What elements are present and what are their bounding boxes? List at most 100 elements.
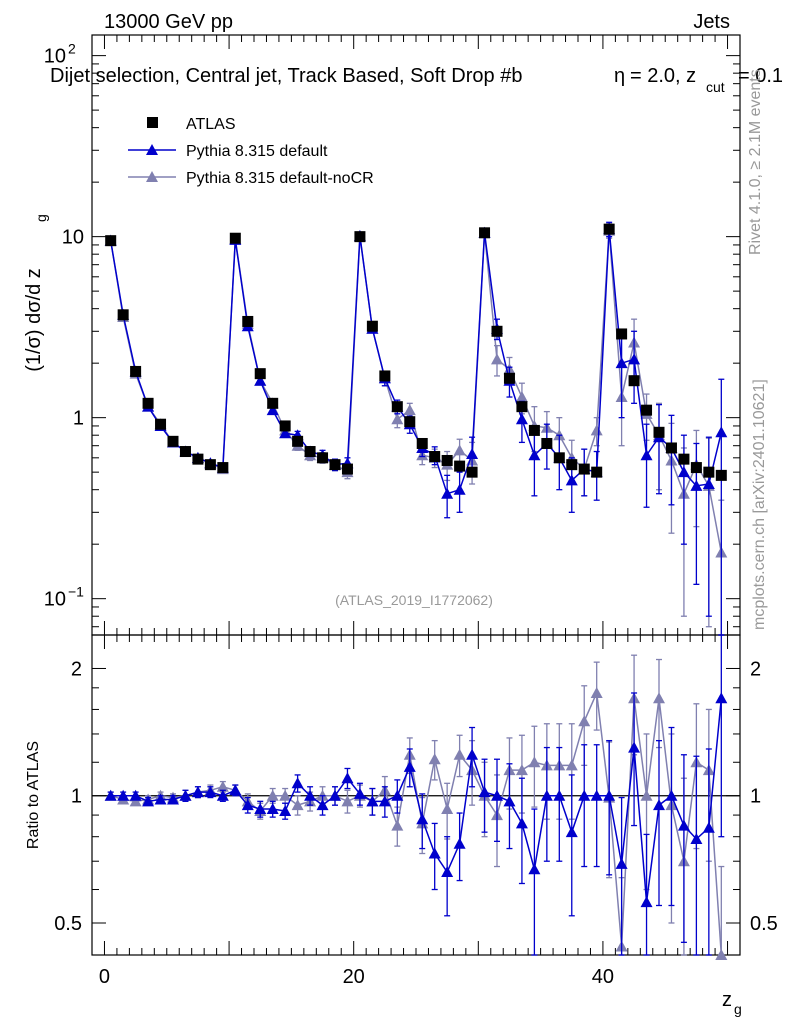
main-atlas-point [454, 460, 466, 472]
main-nocr-point [590, 424, 603, 436]
ratio-nocr-point [453, 748, 466, 760]
ratio-default-point [229, 784, 242, 796]
main-atlas-point [404, 416, 416, 428]
ratio-default-point [316, 799, 329, 811]
main-atlas-point [491, 325, 503, 337]
ratio-default-point [453, 837, 466, 849]
ratio-default-point [254, 803, 267, 815]
ratio-default-point [590, 789, 603, 801]
ratio-default-point [353, 787, 366, 799]
ratio-default-point [702, 821, 715, 833]
legend-default-label: Pythia 8.315 default [186, 143, 328, 160]
ratio-ytick-label: 1 [71, 786, 82, 808]
main-atlas-point [690, 462, 702, 474]
ratio-nocr-point [441, 803, 454, 815]
ratio-default-point [653, 799, 665, 811]
ratio-default-point [179, 789, 192, 801]
main-default-point [615, 357, 628, 369]
ratio-nocr-point [715, 949, 728, 960]
main-ytick-label: 1 [73, 408, 84, 430]
ratio-default-point [366, 795, 379, 807]
ratio-default-point [565, 826, 578, 838]
main-nocr-point [453, 444, 466, 456]
ratio-default-point [553, 789, 566, 801]
legend-nocr-marker [146, 171, 158, 182]
main-default-point [266, 404, 279, 416]
ratio-default-point [291, 777, 304, 789]
ratio-ytick-label-right: 2 [750, 658, 761, 680]
ratio-default-point [615, 857, 628, 869]
main-atlas-point [528, 424, 540, 436]
ratio-nocr-point [216, 780, 229, 792]
main-atlas-point [628, 375, 640, 387]
main-default-point [640, 449, 653, 461]
main-atlas-point [416, 437, 428, 449]
main-atlas-point [391, 401, 403, 413]
ratio-default-point [540, 789, 553, 801]
ratio-default-point [416, 813, 429, 825]
main-ylabel-sub: g [33, 214, 49, 222]
ratio-default-point [690, 833, 703, 845]
ratio-nocr-point [515, 764, 528, 776]
title-beta: η [614, 65, 625, 87]
main-default-point [279, 427, 292, 439]
ratio-default-point [191, 786, 204, 798]
main-default-point [515, 413, 528, 425]
ratio-default-point [241, 799, 254, 811]
main-atlas-point [242, 315, 254, 327]
ratio-default-point [403, 760, 416, 772]
plot-title: Dijet selection, Central jet, Track Base… [50, 65, 522, 87]
main-atlas-point [217, 462, 229, 474]
ratio-default-point [578, 789, 591, 801]
ratio-nocr-point [528, 756, 541, 768]
ratio-nocr-point [266, 789, 279, 801]
title-tail: = 2.0, z [630, 65, 696, 87]
main-default-point [254, 374, 267, 386]
ratio-nocr-point [391, 819, 404, 831]
ratio-ytick-label-right: 0.5 [750, 913, 778, 935]
main-default-point [466, 447, 479, 459]
ratio-default-point [603, 789, 616, 801]
ratio-ytick-label-right: 1 [750, 786, 761, 808]
main-atlas-point [142, 397, 154, 409]
legend-atlas-marker [147, 117, 158, 128]
legend: ATLAS Pythia 8.315 default Pythia 8.315 … [128, 116, 374, 187]
main-atlas-point [566, 459, 578, 471]
legend-default-marker [146, 144, 158, 155]
ratio-marks [104, 634, 728, 960]
ratio-default-point [341, 772, 354, 784]
legend-nocr-label: Pythia 8.315 default-noCR [186, 170, 374, 187]
ratio-default-point [167, 793, 179, 805]
main-atlas-point [167, 435, 179, 447]
ratio-nocr-point [279, 789, 292, 801]
main-ylabel-text: (1/σ) dσ/d z [23, 268, 45, 372]
ratio-default-point [515, 817, 528, 829]
main-atlas-point [541, 437, 553, 449]
ratio-default-point [266, 803, 279, 815]
ratio-ytick-label: 0.5 [54, 913, 82, 935]
main-atlas-point [317, 452, 329, 464]
ratio-default-point [391, 789, 404, 801]
main-atlas-point [603, 223, 615, 235]
main-default-point [702, 478, 715, 490]
main-atlas-point [130, 365, 142, 377]
ratio-default-point [428, 847, 441, 859]
main-default-point [715, 426, 728, 438]
main-atlas-point [479, 227, 491, 239]
ratio-default-point [677, 819, 690, 831]
main-nocr-point [391, 413, 404, 425]
main-atlas-point [641, 404, 653, 416]
main-default-point [528, 449, 541, 461]
main-atlas-point [591, 466, 603, 478]
main-default-point [677, 466, 690, 478]
main-default-point [628, 353, 641, 365]
ratio-default-point [628, 741, 641, 753]
mcplots-label: mcplots.cern.ch [arXiv:2401.10621] [751, 379, 768, 630]
ratio-nocr-point [640, 789, 653, 801]
ratio-default-point [154, 793, 167, 805]
ratio-default-point [491, 789, 503, 801]
main-marks [104, 221, 728, 636]
ratio-default-point [304, 789, 317, 801]
ratio-nocr-point [653, 692, 665, 704]
